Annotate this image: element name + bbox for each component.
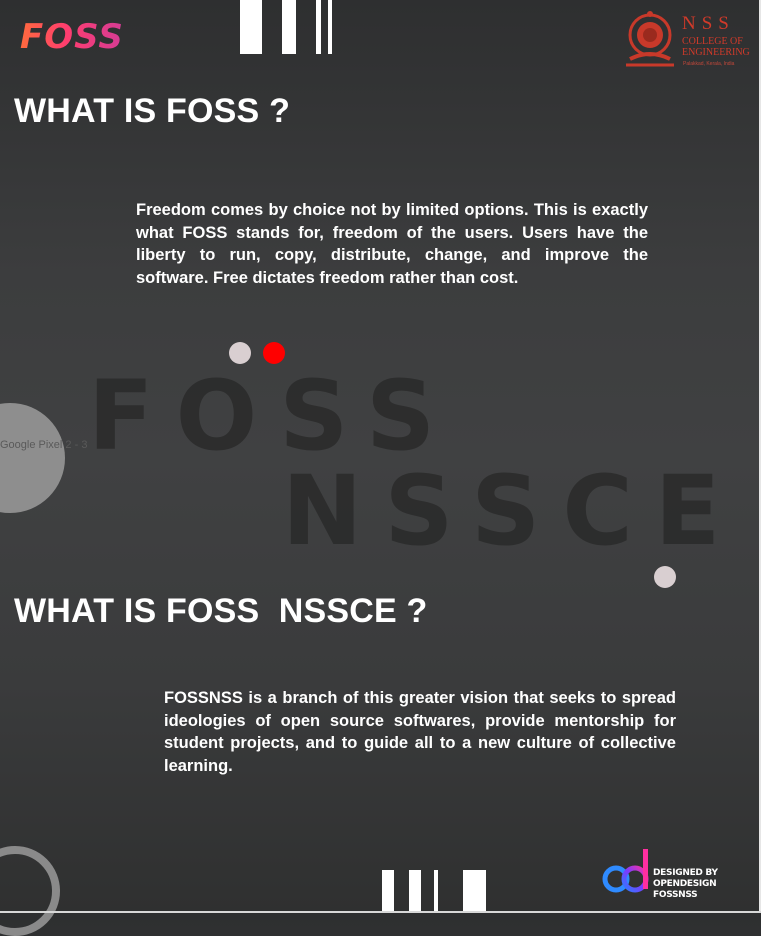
overlay-label: Google Pixel 2 - 3 [0,439,88,451]
section2-heading: WHAT IS FOSS NSSCE ? [14,592,428,630]
decor-dot-right [654,566,676,588]
bg-word-nssce: NSSCE [282,455,743,567]
college-logo: NSS COLLEGE OF ENGINEERING Palakkad, Ker… [622,9,752,69]
opendesign-logo-icon [602,849,649,893]
bottom-bar-2 [409,870,421,913]
section1-body: Freedom comes by choice not by limited o… [136,201,648,287]
decor-ring-bottom [0,846,60,936]
college-subtitle-line2: ENGINEERING [682,47,750,58]
top-bar-4 [328,0,332,54]
section2-body: FOSSNSS is a branch of this greater visi… [164,689,676,775]
designed-by-line2: FOSSNSS [653,890,698,900]
page-edge-bottom [0,911,761,913]
college-subtitle: COLLEGE OF ENGINEERING [682,36,750,58]
bottom-bar-1 [382,870,394,913]
top-bar-1 [240,0,262,54]
top-bar-2 [282,0,296,54]
decor-circle-left [0,403,65,513]
foss-logo: FOSS [20,17,140,57]
college-title: NSS [682,13,735,34]
bottom-bar-4 [463,870,486,913]
foss-logo-text: FOSS [20,17,124,57]
college-emblem-icon [626,11,674,67]
designed-by-line1: DESIGNED BY OPENDESIGN [653,868,718,889]
top-bar-3 [316,0,321,54]
section1-heading: WHAT IS FOSS ? [14,92,291,130]
college-subtitle-line1: COLLEGE OF [682,36,743,47]
bottom-bar-3 [434,870,438,913]
decor-dot-red [263,342,285,364]
college-location: Palakkad, Kerala, India [683,61,735,67]
page-edge-right [759,0,761,913]
decor-dot-light [229,342,251,364]
bg-word-foss: FOSS [88,360,458,472]
designed-by-credit: DESIGNED BY OPENDESIGN FOSSNSS [653,868,761,901]
